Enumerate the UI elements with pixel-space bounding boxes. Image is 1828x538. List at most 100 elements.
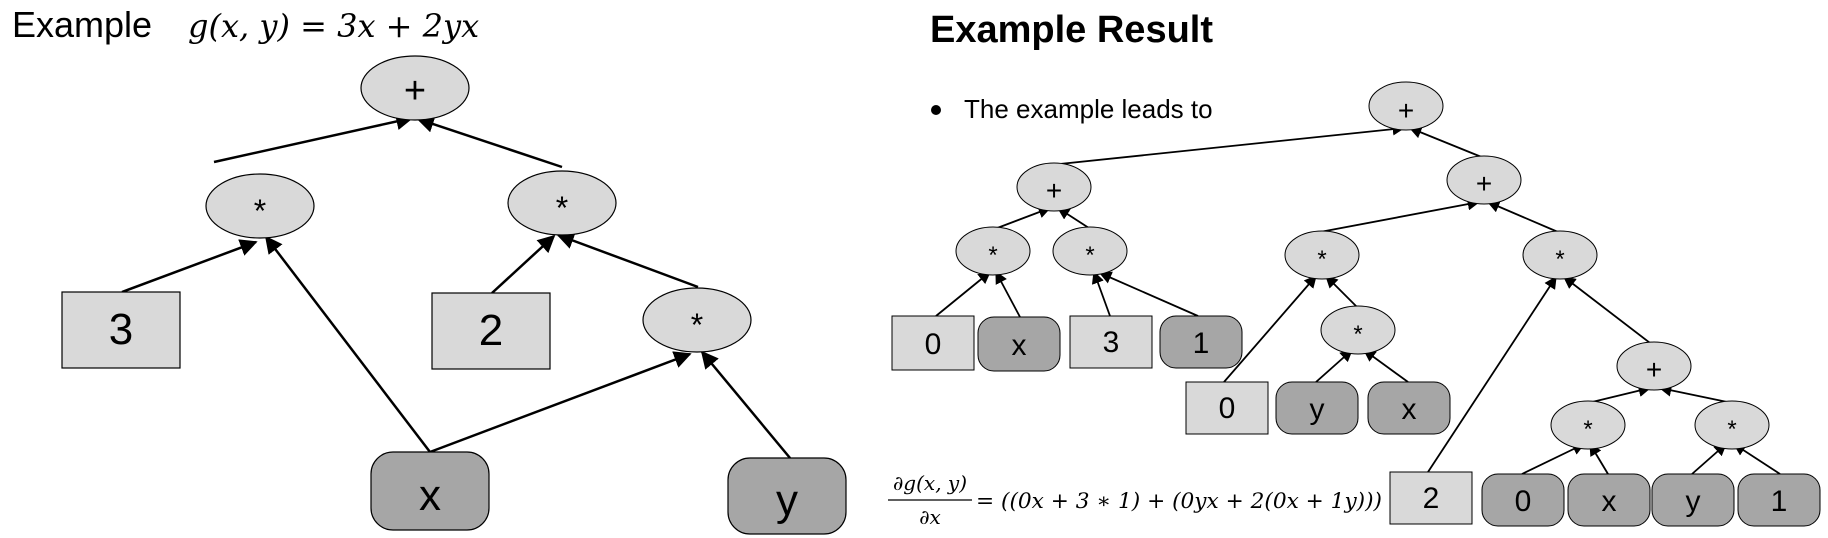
edge-mula1-plusa xyxy=(991,206,1052,231)
var-leaf-0c-label: 0 xyxy=(1515,485,1532,518)
op-node-mul-inner-label: * xyxy=(691,307,703,343)
edge-y-mulinner xyxy=(700,350,791,459)
const-leaf-3 xyxy=(1069,315,1153,369)
const-leaf-0a xyxy=(891,315,975,371)
op-node-mul-right-label: * xyxy=(556,190,568,226)
edge-0a-mula1 xyxy=(935,271,991,317)
op-node-root-label: + xyxy=(404,70,426,112)
op-node-plus-c xyxy=(1616,341,1692,391)
const-node-2 xyxy=(431,292,551,370)
var-leaf-yc xyxy=(1651,473,1735,527)
var-leaf-1a-label: 1 xyxy=(1193,327,1210,360)
op-node-root-label: + xyxy=(1398,95,1414,126)
edge-mulc2-plusc xyxy=(1658,384,1733,404)
edge-plusa-root xyxy=(1049,122,1406,166)
op-node-mul-b1 xyxy=(1284,230,1360,280)
var-leaf-0c xyxy=(1481,473,1565,527)
derivative-numerator: ∂g(x, y) xyxy=(893,471,967,495)
op-node-plus-a xyxy=(1016,162,1092,212)
left-panel: Example g(x, y) = 3x + 2yx + * * * 3 2 x xyxy=(12,4,847,535)
op-node-mul-inner xyxy=(642,287,752,353)
const-node-3-label: 3 xyxy=(109,305,133,354)
edge-3-mula2 xyxy=(1091,270,1111,317)
var-leaf-yb-label: y xyxy=(1310,393,1325,426)
left-title-formula: g(x, y) = 3x + 2yx xyxy=(188,7,479,45)
var-leaf-xb-label: x xyxy=(1402,393,1417,426)
bullet-text: The example leads to xyxy=(964,94,1213,124)
left-title-prefix: Example xyxy=(12,4,152,45)
op-node-mul-a2-label: * xyxy=(1085,242,1094,269)
edge-1a-mula2 xyxy=(1098,271,1199,317)
edge-yc-mulc2 xyxy=(1691,443,1727,475)
var-leaf-xc xyxy=(1567,473,1651,527)
left-edges xyxy=(121,112,791,459)
op-node-mul-c2 xyxy=(1694,400,1770,450)
const-node-3 xyxy=(61,291,181,369)
op-node-mul-b1-inner-label: * xyxy=(1353,321,1362,348)
bullet-dot xyxy=(931,105,941,115)
op-node-plus-b-label: + xyxy=(1476,168,1492,199)
edge-mulleft-root xyxy=(213,112,414,164)
derivative-formula: ∂g(x, y) ∂x = ((0x + 3 ∗ 1) + (0yx + 2(0… xyxy=(888,471,1382,529)
edge-xb-mulinner xyxy=(1362,349,1409,383)
right-panel: Example Result The example leads to xyxy=(888,9,1821,529)
const-leaf-2-label: 2 xyxy=(1423,482,1440,515)
edge-3-mulleft xyxy=(121,239,258,294)
edge-0c-mulc1 xyxy=(1521,443,1586,475)
right-edges xyxy=(935,122,1781,475)
edge-mulinner-mulb1 xyxy=(1325,275,1359,309)
op-node-plus-b xyxy=(1446,155,1522,205)
edge-0b-mulb1 xyxy=(1223,275,1317,383)
var-leaf-xc-label: x xyxy=(1602,485,1617,518)
edge-plusb-root xyxy=(1408,126,1485,159)
edge-mulinner-mulright xyxy=(556,232,699,289)
right-title: Example Result xyxy=(930,9,1213,51)
op-node-mul-a1 xyxy=(955,226,1031,276)
var-leaf-xb xyxy=(1367,381,1451,435)
derivative-denominator: ∂x xyxy=(919,505,941,529)
derivative-rhs: = ((0x + 3 ∗ 1) + (0yx + 2(0x + 1y))) xyxy=(976,489,1382,513)
var-leaf-1c-label: 1 xyxy=(1771,485,1788,518)
op-node-root xyxy=(1368,81,1444,131)
op-node-mul-left-label: * xyxy=(254,193,266,229)
const-leaf-0a-label: 0 xyxy=(925,328,942,361)
op-node-mul-right xyxy=(507,170,617,236)
edge-mulb1-plusb xyxy=(1319,197,1481,233)
op-node-mul-left xyxy=(205,173,315,239)
var-node-x xyxy=(370,451,490,531)
op-node-mul-b1-inner xyxy=(1320,305,1396,355)
edge-xa-mula1 xyxy=(995,270,1021,318)
op-node-plus-a-label: + xyxy=(1046,175,1062,206)
edge-x-mulleft xyxy=(264,235,431,453)
const-leaf-2 xyxy=(1389,471,1473,525)
edge-1c-mulc2 xyxy=(1732,443,1781,475)
op-node-mul-b2-label: * xyxy=(1555,246,1564,273)
op-node-mul-b1-label: * xyxy=(1317,246,1326,273)
op-node-plus-c-label: + xyxy=(1646,354,1662,385)
op-node-mul-c2-label: * xyxy=(1727,416,1736,443)
edge-mulb2-plusb xyxy=(1486,200,1559,233)
op-node-mul-a2 xyxy=(1052,226,1128,276)
const-node-2-label: 2 xyxy=(479,306,503,355)
op-node-mul-a1-label: * xyxy=(988,242,997,269)
op-node-root xyxy=(360,55,470,121)
var-leaf-yc-label: y xyxy=(1686,485,1701,518)
const-leaf-0b-label: 0 xyxy=(1219,392,1236,425)
var-node-y-label: y xyxy=(776,476,798,525)
var-leaf-xa-label: x xyxy=(1012,329,1027,362)
op-node-mul-c1 xyxy=(1550,400,1626,450)
edge-2-mulb2 xyxy=(1427,275,1557,473)
var-node-x-label: x xyxy=(419,471,441,520)
const-leaf-0b xyxy=(1185,381,1269,435)
op-node-mul-c1-label: * xyxy=(1583,416,1592,443)
edge-x-mulinner xyxy=(429,351,692,454)
var-leaf-xa xyxy=(977,316,1061,372)
var-leaf-yb xyxy=(1275,381,1359,435)
edge-2-mulright xyxy=(491,234,556,294)
var-leaf-1c xyxy=(1737,473,1821,527)
op-node-mul-b2 xyxy=(1522,230,1598,280)
edge-mula2-plusa xyxy=(1056,207,1093,231)
var-leaf-1a xyxy=(1159,315,1243,369)
edge-yb-mulinner xyxy=(1315,349,1353,383)
